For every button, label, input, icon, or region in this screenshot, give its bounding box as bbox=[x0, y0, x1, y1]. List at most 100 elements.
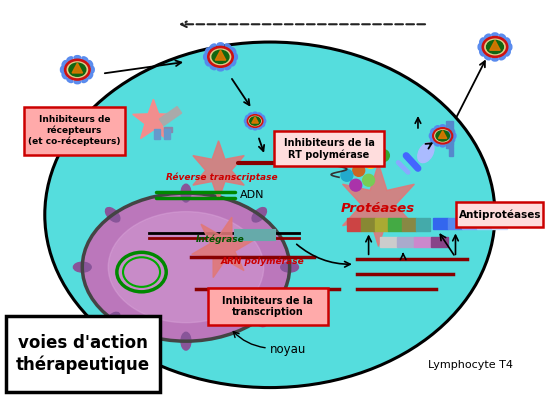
Text: ARN: ARN bbox=[305, 158, 328, 168]
Ellipse shape bbox=[418, 142, 434, 163]
Ellipse shape bbox=[248, 115, 263, 127]
Circle shape bbox=[377, 150, 389, 162]
Circle shape bbox=[341, 169, 353, 181]
Bar bbox=[164, 127, 172, 132]
Ellipse shape bbox=[499, 55, 505, 60]
Text: ADN: ADN bbox=[240, 190, 265, 200]
Text: Intégrase: Intégrase bbox=[196, 235, 245, 244]
FancyBboxPatch shape bbox=[456, 202, 543, 227]
Polygon shape bbox=[252, 117, 258, 123]
Ellipse shape bbox=[82, 193, 290, 341]
Polygon shape bbox=[438, 131, 447, 138]
Bar bbox=[414, 236, 431, 247]
Bar bbox=[416, 218, 430, 231]
Ellipse shape bbox=[258, 126, 262, 129]
FancyBboxPatch shape bbox=[208, 288, 328, 325]
Ellipse shape bbox=[263, 119, 266, 123]
Ellipse shape bbox=[82, 57, 88, 62]
Polygon shape bbox=[133, 99, 174, 138]
Ellipse shape bbox=[106, 208, 120, 222]
Ellipse shape bbox=[480, 38, 485, 44]
Ellipse shape bbox=[67, 78, 73, 82]
Bar bbox=[463, 218, 477, 229]
Ellipse shape bbox=[67, 57, 73, 62]
Ellipse shape bbox=[210, 65, 216, 70]
Polygon shape bbox=[192, 217, 254, 278]
Bar bbox=[449, 126, 453, 134]
Ellipse shape bbox=[492, 57, 498, 61]
Bar bbox=[375, 218, 388, 231]
Ellipse shape bbox=[65, 60, 90, 80]
Circle shape bbox=[350, 179, 362, 191]
Ellipse shape bbox=[244, 119, 247, 123]
Bar bbox=[155, 129, 160, 139]
Ellipse shape bbox=[205, 60, 210, 66]
Ellipse shape bbox=[487, 40, 503, 54]
Ellipse shape bbox=[82, 78, 88, 82]
Bar bbox=[433, 218, 448, 229]
Ellipse shape bbox=[505, 50, 510, 56]
Bar bbox=[164, 129, 170, 139]
Ellipse shape bbox=[62, 60, 67, 66]
Ellipse shape bbox=[252, 208, 266, 222]
Text: voies d'action
thérapeutique: voies d'action thérapeutique bbox=[16, 334, 150, 374]
Ellipse shape bbox=[45, 42, 495, 388]
Ellipse shape bbox=[485, 34, 491, 39]
Ellipse shape bbox=[492, 33, 498, 37]
Ellipse shape bbox=[485, 55, 491, 60]
Ellipse shape bbox=[208, 47, 233, 67]
Ellipse shape bbox=[253, 112, 257, 114]
Ellipse shape bbox=[217, 67, 224, 71]
Polygon shape bbox=[343, 164, 414, 246]
Bar bbox=[446, 121, 453, 126]
Bar bbox=[402, 218, 416, 231]
Ellipse shape bbox=[212, 50, 229, 64]
Bar bbox=[477, 218, 492, 229]
Polygon shape bbox=[490, 40, 500, 50]
Ellipse shape bbox=[88, 73, 92, 79]
Ellipse shape bbox=[73, 262, 91, 272]
Ellipse shape bbox=[225, 44, 231, 48]
Ellipse shape bbox=[451, 129, 455, 133]
Ellipse shape bbox=[210, 44, 216, 48]
Polygon shape bbox=[72, 63, 82, 73]
Circle shape bbox=[340, 154, 352, 166]
Ellipse shape bbox=[108, 212, 263, 323]
Ellipse shape bbox=[106, 312, 120, 327]
Ellipse shape bbox=[436, 131, 449, 141]
Ellipse shape bbox=[478, 44, 482, 50]
Ellipse shape bbox=[440, 144, 446, 147]
FancyBboxPatch shape bbox=[6, 316, 160, 392]
Ellipse shape bbox=[440, 125, 446, 128]
Bar bbox=[449, 136, 453, 144]
Circle shape bbox=[365, 156, 377, 168]
Ellipse shape bbox=[499, 34, 505, 39]
Ellipse shape bbox=[262, 123, 265, 127]
Ellipse shape bbox=[245, 115, 248, 119]
Ellipse shape bbox=[62, 73, 67, 79]
Bar bbox=[449, 148, 453, 156]
Ellipse shape bbox=[253, 128, 257, 130]
Circle shape bbox=[362, 174, 375, 186]
Ellipse shape bbox=[249, 126, 252, 129]
Ellipse shape bbox=[505, 38, 510, 44]
Polygon shape bbox=[215, 50, 226, 60]
Bar bbox=[347, 218, 361, 231]
Text: Réverse transcriptase: Réverse transcriptase bbox=[166, 173, 278, 182]
Text: Antiprotéases: Antiprotéases bbox=[459, 210, 541, 220]
Bar bbox=[381, 236, 397, 247]
Ellipse shape bbox=[225, 65, 231, 70]
Ellipse shape bbox=[453, 133, 456, 138]
Bar bbox=[235, 230, 275, 240]
Ellipse shape bbox=[69, 63, 86, 76]
Ellipse shape bbox=[451, 138, 455, 143]
Text: Lymphocyte T4: Lymphocyte T4 bbox=[428, 360, 513, 370]
Ellipse shape bbox=[258, 113, 262, 116]
Ellipse shape bbox=[234, 54, 238, 60]
Text: Inhibiteurs de
récepteurs
(et co-récepteurs): Inhibiteurs de récepteurs (et co-récepte… bbox=[28, 115, 120, 146]
Ellipse shape bbox=[249, 113, 252, 116]
Ellipse shape bbox=[88, 60, 92, 66]
Bar bbox=[492, 218, 507, 229]
Ellipse shape bbox=[508, 44, 512, 50]
FancyBboxPatch shape bbox=[24, 107, 125, 155]
